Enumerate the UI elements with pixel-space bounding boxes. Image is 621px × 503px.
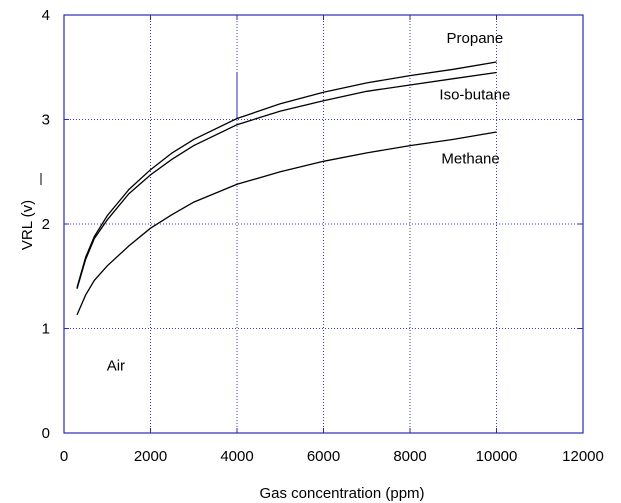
x-axis-title: Gas concentration (ppm) xyxy=(259,485,424,502)
series-line-iso-butane xyxy=(76,71,497,289)
x-tick-label: 6000 xyxy=(307,448,340,465)
y-tick-label: 3 xyxy=(42,112,50,129)
x-tick-label: 8000 xyxy=(393,448,426,465)
y-tick-label: 1 xyxy=(42,321,50,338)
y-axis-title: VRL (v) xyxy=(19,200,36,250)
series-lines xyxy=(76,61,497,316)
x-tick-label: 12000 xyxy=(562,448,604,465)
series-label-iso-butane: Iso-butane xyxy=(439,87,510,104)
grid xyxy=(64,15,583,433)
x-tick-label: 4000 xyxy=(220,448,253,465)
x-tick-label: 2000 xyxy=(134,448,167,465)
x-tick-label: 10000 xyxy=(476,448,518,465)
y-tick-label: 2 xyxy=(42,216,50,233)
x-tick-label: 0 xyxy=(60,448,68,465)
y-tick-label: 4 xyxy=(42,7,50,24)
plot-border xyxy=(63,14,584,434)
series-label-methane: Methane xyxy=(441,150,499,167)
y-tick-label: 0 xyxy=(42,425,50,442)
labels: 0 2000 4000 6000 8000 10000 12000 0 1 2 3 4 Propane I… xyxy=(42,7,604,465)
series-line-propane xyxy=(76,61,497,288)
plot-frame xyxy=(63,14,584,434)
series-label-propane: Propane xyxy=(447,30,504,47)
series-line-methane xyxy=(76,131,497,316)
annotation-air: Air xyxy=(107,357,125,374)
